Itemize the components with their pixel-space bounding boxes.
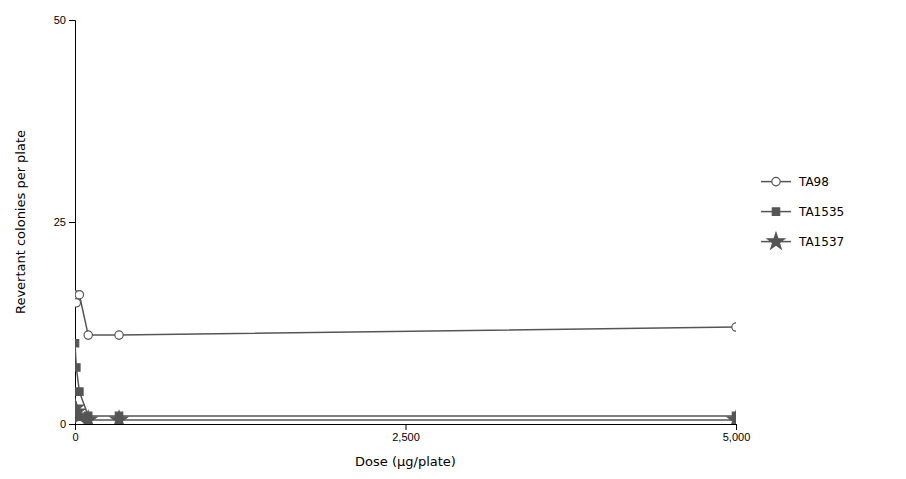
- series: [75, 339, 736, 419]
- legend: TA98 TA1535 TA1537: [761, 175, 844, 249]
- axis-line: [69, 21, 76, 425]
- point: [75, 299, 81, 307]
- y-axis: 0 25 50: [54, 14, 76, 430]
- series-line: [75, 408, 736, 420]
- tick-mark: [69, 222, 75, 223]
- tick: 2,500: [392, 424, 420, 443]
- point: [75, 291, 83, 299]
- tick: 5,000: [723, 424, 751, 443]
- y-axis-title: Revertant colonies per plate: [13, 130, 28, 314]
- point: [75, 364, 80, 371]
- point: [75, 339, 79, 346]
- series-line: [75, 295, 736, 335]
- point: [111, 411, 128, 424]
- point: [732, 323, 736, 331]
- legend-label: TA1537: [798, 235, 844, 249]
- plot: 0 2,500 5,000 0 25 50 Dose (μg/plate) Revertant…: [13, 14, 750, 469]
- tick-mark: [69, 424, 75, 425]
- axis-line: [76, 425, 737, 431]
- tick-label: 2,500: [392, 431, 420, 443]
- legend-item: TA98: [761, 175, 829, 189]
- tick-mark: [736, 424, 737, 430]
- tick-label: 0: [60, 418, 66, 430]
- legend-label: TA98: [798, 175, 829, 189]
- point: [76, 388, 83, 395]
- series: [75, 291, 736, 340]
- x-axis-title: Dose (μg/plate): [355, 454, 456, 469]
- marks: [75, 291, 736, 424]
- point: [80, 411, 97, 424]
- tick: 25: [54, 216, 75, 228]
- series: [75, 399, 736, 424]
- legend-marker: [767, 233, 784, 249]
- point: [84, 331, 92, 339]
- tick-mark: [69, 20, 75, 21]
- point: [115, 331, 123, 339]
- tick-label: 25: [54, 216, 66, 228]
- tick: 0: [60, 418, 75, 430]
- tick-label: 5,000: [723, 431, 751, 443]
- tick-label: 50: [54, 14, 66, 26]
- tick-mark: [406, 424, 407, 430]
- legend-item: TA1537: [761, 233, 844, 249]
- legend-label: TA1535: [798, 205, 844, 219]
- point: [727, 411, 736, 424]
- series-line: [75, 343, 736, 416]
- legend-item: TA1535: [761, 205, 844, 219]
- tick: 0: [72, 424, 78, 443]
- x-axis: 0 2,500 5,000: [72, 424, 750, 443]
- chart-svg: 0 2,500 5,000 0 25 50 Dose (μg/plate) Revertant…: [0, 0, 906, 479]
- legend-marker: [772, 208, 779, 215]
- legend-marker: [772, 177, 780, 185]
- tick: 50: [54, 14, 75, 26]
- tick-label: 0: [72, 431, 78, 443]
